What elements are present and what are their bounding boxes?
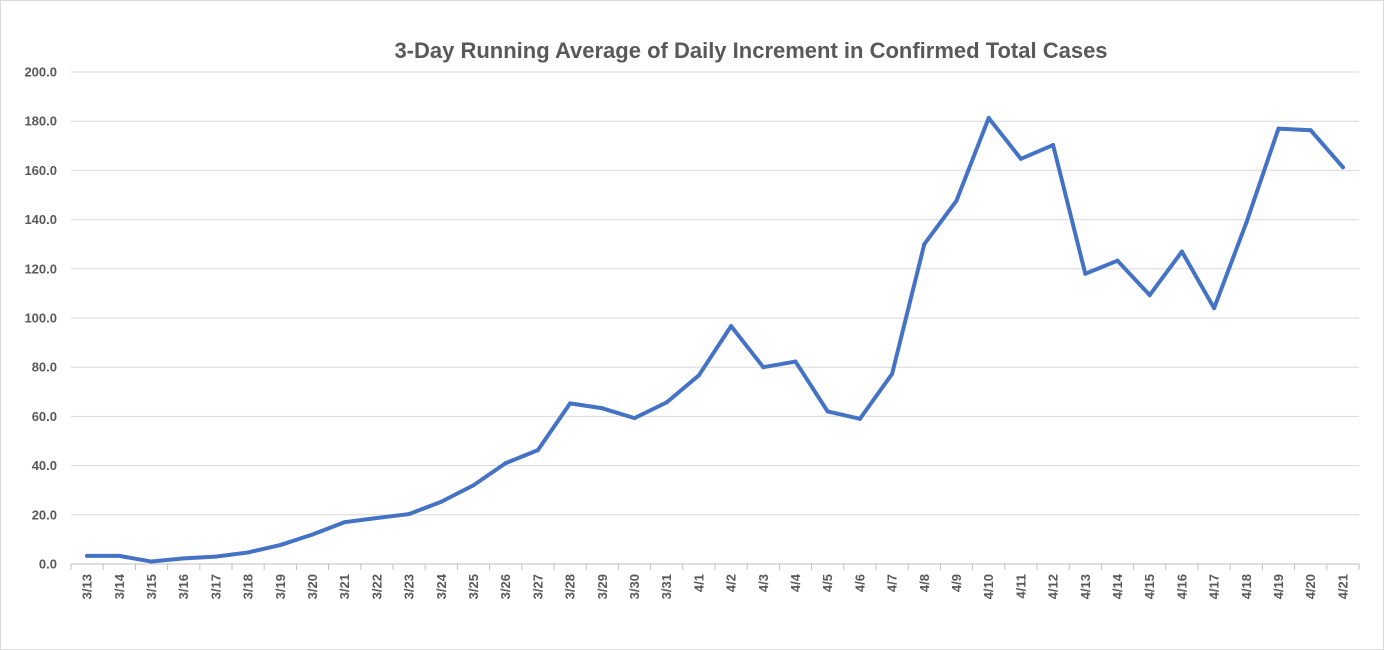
x-tick-label: 4/5 (820, 574, 835, 592)
y-tick-label: 120.0 (24, 261, 57, 276)
data-point (600, 406, 605, 411)
x-tick-label: 4/2 (724, 574, 739, 592)
data-point (535, 448, 540, 453)
data-point (1244, 220, 1249, 225)
data-point (1212, 306, 1217, 311)
x-tick-label: 4/8 (917, 574, 932, 592)
y-tick-label: 80.0 (32, 360, 57, 375)
y-tick-label: 20.0 (32, 507, 57, 522)
data-point (342, 520, 347, 525)
data-point (503, 461, 508, 466)
data-point (181, 556, 186, 561)
data-point (664, 400, 669, 405)
y-tick-label: 140.0 (24, 212, 57, 227)
x-tick-label: 3/17 (208, 574, 223, 599)
data-point (213, 554, 218, 559)
data-point (857, 416, 862, 421)
x-tick-label: 3/30 (627, 574, 642, 599)
x-tick-label: 4/16 (1174, 574, 1189, 599)
data-point (632, 416, 637, 421)
x-tick-label: 3/27 (530, 574, 545, 599)
data-point (1340, 165, 1345, 170)
chart-title: 3-Day Running Average of Daily Increment… (394, 38, 1107, 63)
x-tick-label: 3/28 (563, 574, 578, 599)
x-tick-label: 3/18 (241, 574, 256, 599)
y-tick-label: 180.0 (24, 114, 57, 129)
data-point (1115, 258, 1120, 263)
x-tick-label: 4/13 (1078, 574, 1093, 599)
x-tick-label: 3/25 (466, 574, 481, 599)
x-tick-label: 3/14 (112, 573, 127, 599)
data-point (407, 512, 412, 517)
x-tick-label: 4/4 (788, 573, 803, 592)
x-tick-label: 3/29 (595, 574, 610, 599)
data-point (825, 409, 830, 414)
x-tick-label: 3/31 (659, 574, 674, 599)
data-point (1147, 293, 1152, 298)
y-tick-label: 60.0 (32, 409, 57, 424)
data-point (471, 483, 476, 488)
x-tick-label: 3/20 (305, 574, 320, 599)
y-axis-ticks: 0.0 20.0 40.0 60.0 80.0 100.0 120.0 140.0 160.0 1… (24, 65, 57, 572)
x-tick-label: 4/19 (1271, 574, 1286, 599)
x-tick-label: 4/18 (1239, 574, 1254, 599)
series-line (85, 116, 1345, 564)
x-tick-label: 4/10 (981, 574, 996, 599)
data-point (85, 553, 90, 558)
y-tick-label: 100.0 (24, 311, 57, 326)
data-point (278, 543, 283, 548)
data-point (696, 373, 701, 378)
y-tick-label: 160.0 (24, 163, 57, 178)
x-tick-label: 3/13 (80, 574, 95, 599)
data-point (986, 116, 991, 120)
data-point (117, 553, 122, 558)
data-point (922, 242, 927, 247)
x-tick-label: 3/21 (337, 574, 352, 599)
data-point (374, 516, 379, 520)
data-point (1083, 271, 1088, 276)
data-point (793, 359, 798, 364)
x-tick-label: 4/14 (1110, 573, 1125, 599)
x-tick-label: 4/6 (852, 574, 867, 592)
x-tick-label: 4/20 (1303, 574, 1318, 599)
x-axis-ticks: 3/13 3/14 3/15 3/16 3/17 3/18 3/19 3/20 3/21 3/22… (70, 564, 1360, 599)
x-tick-label: 4/1 (691, 574, 706, 592)
data-point (954, 198, 959, 203)
data-point (568, 401, 573, 406)
x-tick-label: 3/15 (144, 574, 159, 599)
x-tick-label: 3/16 (176, 574, 191, 599)
data-point (246, 550, 251, 555)
data-point (1179, 249, 1184, 254)
data-point (729, 324, 734, 329)
data-point (761, 365, 766, 370)
x-tick-label: 4/17 (1207, 574, 1222, 599)
x-tick-label: 3/19 (273, 574, 288, 599)
x-tick-label: 3/23 (402, 574, 417, 599)
x-tick-label: 4/3 (756, 574, 771, 592)
data-point (1276, 126, 1281, 131)
series-layer (85, 116, 1345, 564)
data-point (310, 532, 315, 537)
x-tick-label: 3/22 (369, 574, 384, 599)
x-tick-label: 4/7 (885, 574, 900, 592)
x-tick-label: 4/21 (1335, 574, 1350, 599)
y-tick-label: 40.0 (32, 458, 57, 473)
y-tick-label: 0.0 (39, 557, 57, 572)
data-point (1308, 128, 1313, 133)
x-tick-label: 3/24 (434, 573, 449, 599)
data-point (890, 371, 895, 376)
data-point (1051, 143, 1056, 148)
gridlines (71, 71, 1359, 565)
x-tick-label: 4/12 (1046, 574, 1061, 599)
y-tick-label: 200.0 (24, 65, 57, 80)
x-tick-label: 3/26 (498, 574, 513, 599)
data-point (149, 559, 154, 564)
data-point (1018, 156, 1023, 161)
x-tick-label: 4/9 (949, 574, 964, 592)
data-point (439, 499, 444, 504)
x-tick-label: 4/15 (1142, 574, 1157, 599)
x-tick-label: 4/11 (1013, 574, 1028, 599)
